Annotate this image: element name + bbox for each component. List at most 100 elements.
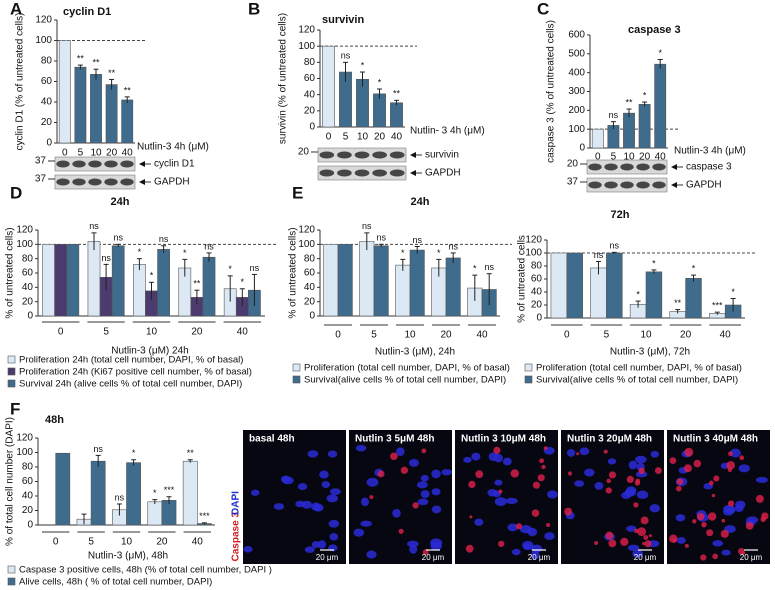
bar xyxy=(373,93,386,128)
significance-label: * xyxy=(643,90,647,100)
legend-label: Proliferation (total cell number, DAPI, … xyxy=(304,363,510,374)
legend-swatch xyxy=(7,565,16,574)
bar xyxy=(685,278,702,319)
nucleus xyxy=(488,452,498,462)
nucleus xyxy=(746,516,759,524)
caspase-signal xyxy=(541,464,546,470)
legend-swatch xyxy=(7,379,16,388)
legend-label: Survival(alive cells % of total cell num… xyxy=(536,375,738,386)
panel-letter: B xyxy=(248,0,260,18)
caspase-signal xyxy=(693,459,702,468)
bar xyxy=(390,102,403,128)
x-tick-label: 5 xyxy=(611,152,617,163)
y-tick-label: 80 xyxy=(22,462,34,473)
caspase-signal xyxy=(377,470,385,478)
micrograph-label: Nutlin 3 20μM 48h xyxy=(567,434,652,445)
nucleus xyxy=(420,474,429,482)
x-tick-label: 20 xyxy=(680,330,692,341)
significance-label: ns xyxy=(376,233,386,243)
caspase-signal xyxy=(711,493,716,498)
caspase-signal xyxy=(637,527,647,537)
y-tick-label: 120 xyxy=(298,25,315,36)
legend-label: Proliferation 24h (total cell number, DA… xyxy=(19,355,243,366)
nucleus xyxy=(566,448,576,457)
y-tick-label: 60 xyxy=(304,73,316,84)
legend-swatch xyxy=(524,363,533,372)
x-tick-label: 20 xyxy=(191,327,203,338)
caspase-signal xyxy=(493,446,501,454)
y-tick-label: 20 xyxy=(531,300,543,311)
blot-signal xyxy=(620,181,634,189)
caspase-signal xyxy=(608,471,617,479)
legend-swatch xyxy=(7,577,16,586)
caspase-signal xyxy=(576,452,580,456)
nucleus xyxy=(430,538,443,548)
blot-signal xyxy=(319,169,335,177)
y-tick-label: 100 xyxy=(16,239,33,250)
y-tick-label: 120 xyxy=(298,225,315,236)
y-tick-label: 0 xyxy=(536,313,542,324)
nucleus xyxy=(360,520,372,527)
y-tick-label: 80 xyxy=(41,56,53,67)
blot-size-label: 37 xyxy=(35,156,47,167)
bar xyxy=(58,40,71,144)
nucleus xyxy=(319,470,329,479)
caspase-signal xyxy=(421,448,427,454)
caspase-signal xyxy=(465,544,474,553)
nucleus xyxy=(353,528,365,537)
caspase-signal xyxy=(594,541,599,546)
blot-arrow xyxy=(410,152,416,158)
significance-label: ns xyxy=(204,241,214,251)
nucleus xyxy=(304,546,315,553)
significance-label: * xyxy=(183,248,187,258)
y-tick-label: 40 xyxy=(41,97,53,108)
x-tick-label: 5 xyxy=(371,330,377,341)
blot-signal xyxy=(56,178,70,186)
nucleus xyxy=(530,544,543,553)
x-tick-label: 5 xyxy=(78,148,84,159)
significance-label: ** xyxy=(124,85,132,95)
nucleus xyxy=(273,503,285,510)
nucleus xyxy=(406,540,419,548)
nucleus xyxy=(676,536,686,544)
y-axis-label: % of untreated cells) xyxy=(5,227,16,318)
bar xyxy=(654,63,667,149)
y-tick-label: 20 xyxy=(304,296,316,307)
nucleus xyxy=(584,468,595,477)
significance-label: * xyxy=(636,289,640,299)
blot-signal xyxy=(389,151,405,159)
nucleus xyxy=(650,450,659,458)
chart-title: survivin xyxy=(322,14,364,26)
nucleus xyxy=(626,525,637,532)
caspase-signal xyxy=(539,458,545,464)
nucleus xyxy=(738,464,750,473)
caspase-signal xyxy=(390,452,398,461)
significance-label: * xyxy=(731,287,735,297)
y-tick-label: 100 xyxy=(298,239,315,250)
y-tick-label: 40 xyxy=(22,491,34,502)
y-tick-label: 120 xyxy=(35,15,52,26)
nucleus xyxy=(431,488,441,496)
blot-signal xyxy=(120,178,134,186)
caspase-signal xyxy=(684,447,694,457)
bar xyxy=(623,112,635,149)
blot-label: survivin xyxy=(425,150,459,161)
y-tick-label: 40 xyxy=(22,282,34,293)
significance-label: ns xyxy=(93,444,103,454)
significance-label: ** xyxy=(77,53,85,63)
blot-arrow xyxy=(671,164,677,170)
panel-letter: D xyxy=(10,183,22,202)
x-tick-label: 40 xyxy=(720,330,732,341)
significance-label: * xyxy=(378,77,382,87)
y-tick-label: 120 xyxy=(525,235,542,246)
significance-label: ** xyxy=(393,89,401,99)
x-tick-label: 0 xyxy=(595,152,601,163)
caspase-signal xyxy=(741,551,746,555)
nucleus xyxy=(519,525,532,534)
caspase-signal xyxy=(468,480,476,489)
caspase-signal xyxy=(626,475,634,484)
y-tick-label: 100 xyxy=(298,41,315,52)
caspase-signal xyxy=(669,534,678,543)
bar xyxy=(359,241,375,317)
nucleus xyxy=(355,444,367,452)
